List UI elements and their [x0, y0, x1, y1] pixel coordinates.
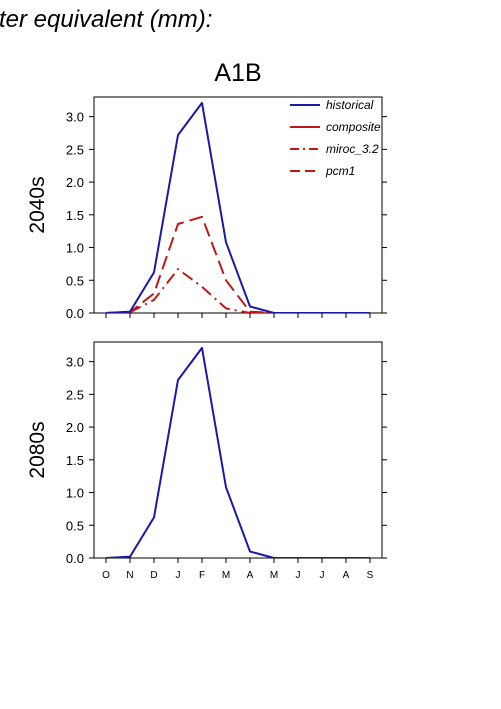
- y-tick-label: 0.0: [66, 551, 84, 566]
- x-tick-label: J: [320, 570, 325, 581]
- panel-2080s: 0.0 0.5 1.0 1.5 2.0 2.5 3.0 O N D J F M A M J J A S 2080s: [26, 341, 387, 581]
- x-tick-label: S: [367, 570, 374, 581]
- y-tick-label: 2.0: [66, 175, 84, 190]
- legend-label: composite: [326, 120, 381, 134]
- legend-label: miroc_3.2: [326, 142, 379, 156]
- plot-frame: [93, 341, 383, 559]
- x-tick-label: D: [150, 570, 157, 581]
- series-line-pcm1: [105, 215, 370, 313]
- y-tick-label: 0.0: [66, 306, 84, 321]
- y-tick-label: 1.0: [66, 486, 84, 501]
- series-line-historical: [105, 101, 370, 313]
- y-axis-label: 2080s: [26, 421, 49, 478]
- y-tick-label: 1.5: [66, 453, 84, 468]
- x-tick-label: A: [343, 570, 350, 581]
- x-tick-label: O: [102, 570, 110, 581]
- legend-label: pcm1: [325, 164, 355, 178]
- x-tick-label: J: [176, 570, 181, 581]
- x-tick-label: A: [247, 570, 254, 581]
- x-tick-label: M: [270, 570, 278, 581]
- y-tick-label: 0.5: [66, 518, 84, 533]
- y-tick-label: 3.0: [66, 110, 84, 125]
- x-tick-label: J: [296, 570, 301, 581]
- panel-2040s: 0.0 0.5 1.0 1.5 2.0 2.5 3.0 2040s historical comp…: [26, 96, 387, 321]
- y-tick-label: 3.0: [66, 355, 84, 370]
- y-tick-label: 2.5: [66, 142, 84, 157]
- y-tick-label: 0.5: [66, 273, 84, 288]
- scenario-title: A1B: [214, 59, 261, 87]
- y-tick-label: 1.0: [66, 241, 84, 256]
- y-tick-label: 2.0: [66, 420, 84, 435]
- series-line-historical: [105, 346, 370, 558]
- x-tick-label: N: [126, 570, 133, 581]
- x-tick-label: M: [222, 570, 230, 581]
- plot-frame: [93, 96, 383, 314]
- y-tick-label: 2.5: [66, 387, 84, 402]
- header-text: ter equivalent (mm):: [0, 6, 212, 33]
- y-tick-label: 1.5: [66, 208, 84, 223]
- legend-label: historical: [326, 98, 374, 112]
- y-axis-label: 2040s: [26, 176, 49, 233]
- x-tick-label: F: [199, 570, 205, 581]
